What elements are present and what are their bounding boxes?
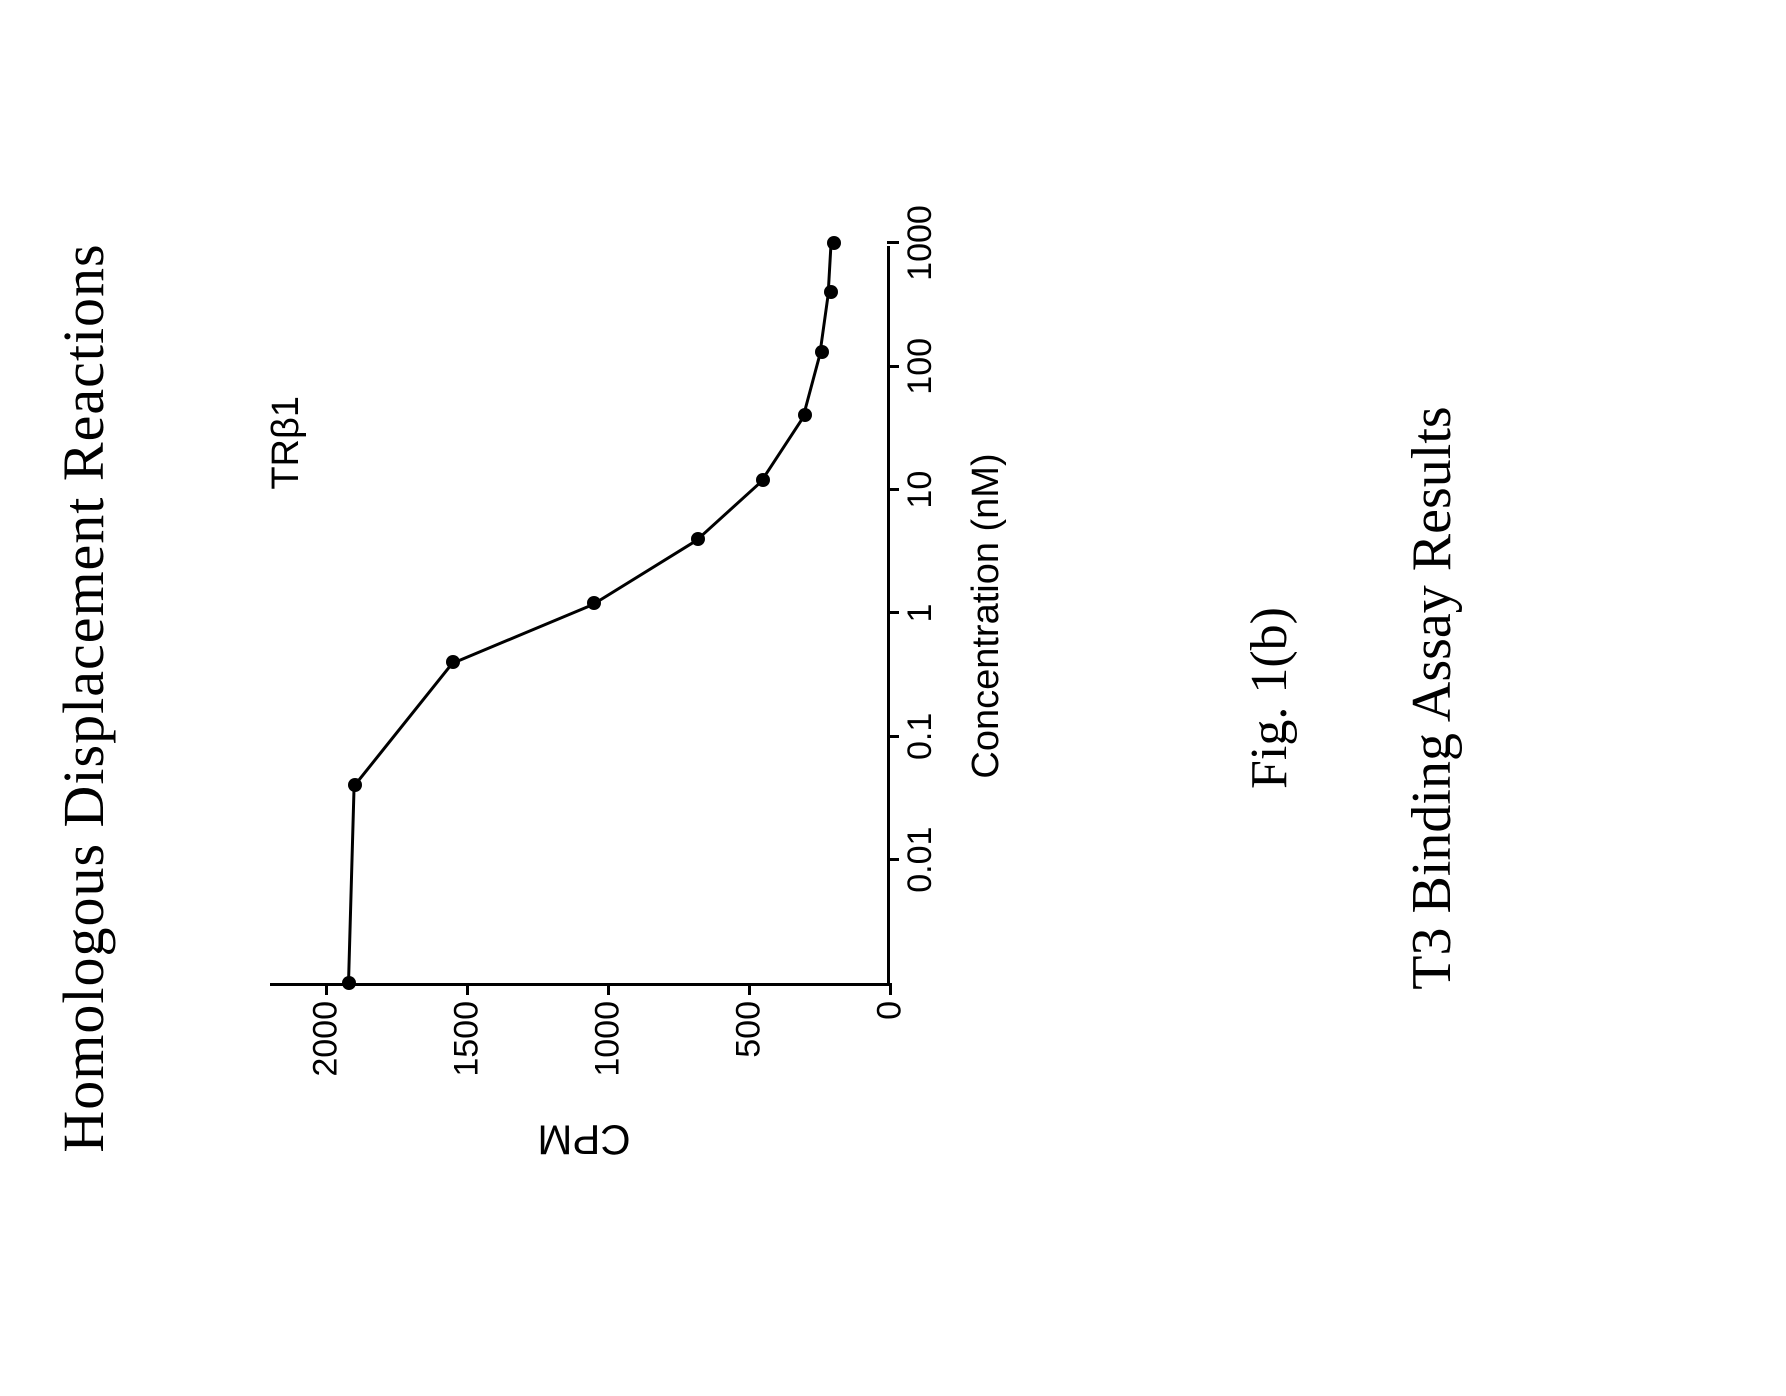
data-point	[824, 285, 838, 299]
x-axis-label: Concentration (nM)	[965, 246, 1008, 986]
plot-area: TRβ1 05001000150020000.010.11101001000	[270, 246, 890, 986]
x-tick-label: 100	[901, 338, 940, 395]
data-point	[827, 236, 841, 250]
x-tick-label: 0.01	[901, 827, 940, 893]
x-tick	[887, 242, 899, 245]
main-title: Homologous Displacement Reactions	[50, 0, 117, 1396]
x-tick-label: 1	[901, 604, 940, 623]
y-tick	[748, 983, 751, 995]
y-tick-label: 0	[871, 1001, 910, 1020]
y-tick	[607, 983, 610, 995]
sub-title: T3 Binding Assay Results	[1400, 0, 1464, 1396]
x-tick	[887, 365, 899, 368]
x-tick	[887, 858, 899, 861]
data-point	[342, 976, 356, 990]
y-axis-label: CPM	[537, 1115, 630, 1163]
data-point	[815, 345, 829, 359]
displacement-chart: CPM TRβ1 05001000150020000.010.111010010…	[250, 216, 990, 1166]
figure-label: Fig. 1(b)	[1240, 0, 1299, 1396]
data-point	[446, 655, 460, 669]
x-tick-label: 10	[901, 471, 940, 509]
y-tick-label: 2000	[307, 1001, 346, 1077]
x-tick-label: 0.1	[901, 713, 940, 760]
data-point	[691, 532, 705, 546]
x-tick	[887, 612, 899, 615]
data-point	[587, 596, 601, 610]
rotated-page: Homologous Displacement Reactions CPM TR…	[0, 0, 1786, 1396]
data-point	[798, 408, 812, 422]
x-tick	[887, 488, 899, 491]
y-tick-label: 1000	[589, 1001, 628, 1077]
y-tick	[325, 983, 328, 995]
line-curve	[270, 246, 887, 983]
y-tick	[466, 983, 469, 995]
data-point	[756, 473, 770, 487]
x-tick	[887, 735, 899, 738]
y-tick	[889, 983, 892, 995]
data-point	[348, 778, 362, 792]
y-tick-label: 1500	[448, 1001, 487, 1077]
y-tick-label: 500	[730, 1001, 769, 1058]
x-tick-label: 1000	[901, 205, 940, 281]
